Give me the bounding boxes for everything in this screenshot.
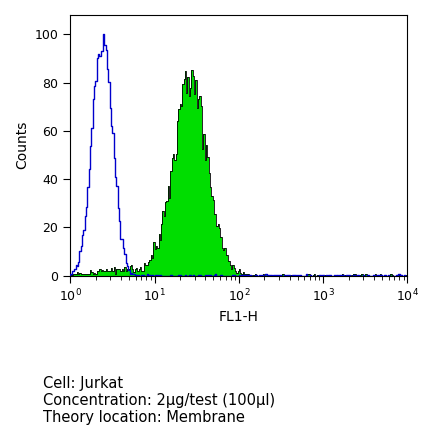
- Text: Cell: Jurkat
Concentration: 2μg/test (100μl)
Theory location: Membrane: Cell: Jurkat Concentration: 2μg/test (10…: [43, 375, 276, 425]
- X-axis label: FL1-H: FL1-H: [219, 309, 259, 323]
- Y-axis label: Counts: Counts: [15, 121, 29, 169]
